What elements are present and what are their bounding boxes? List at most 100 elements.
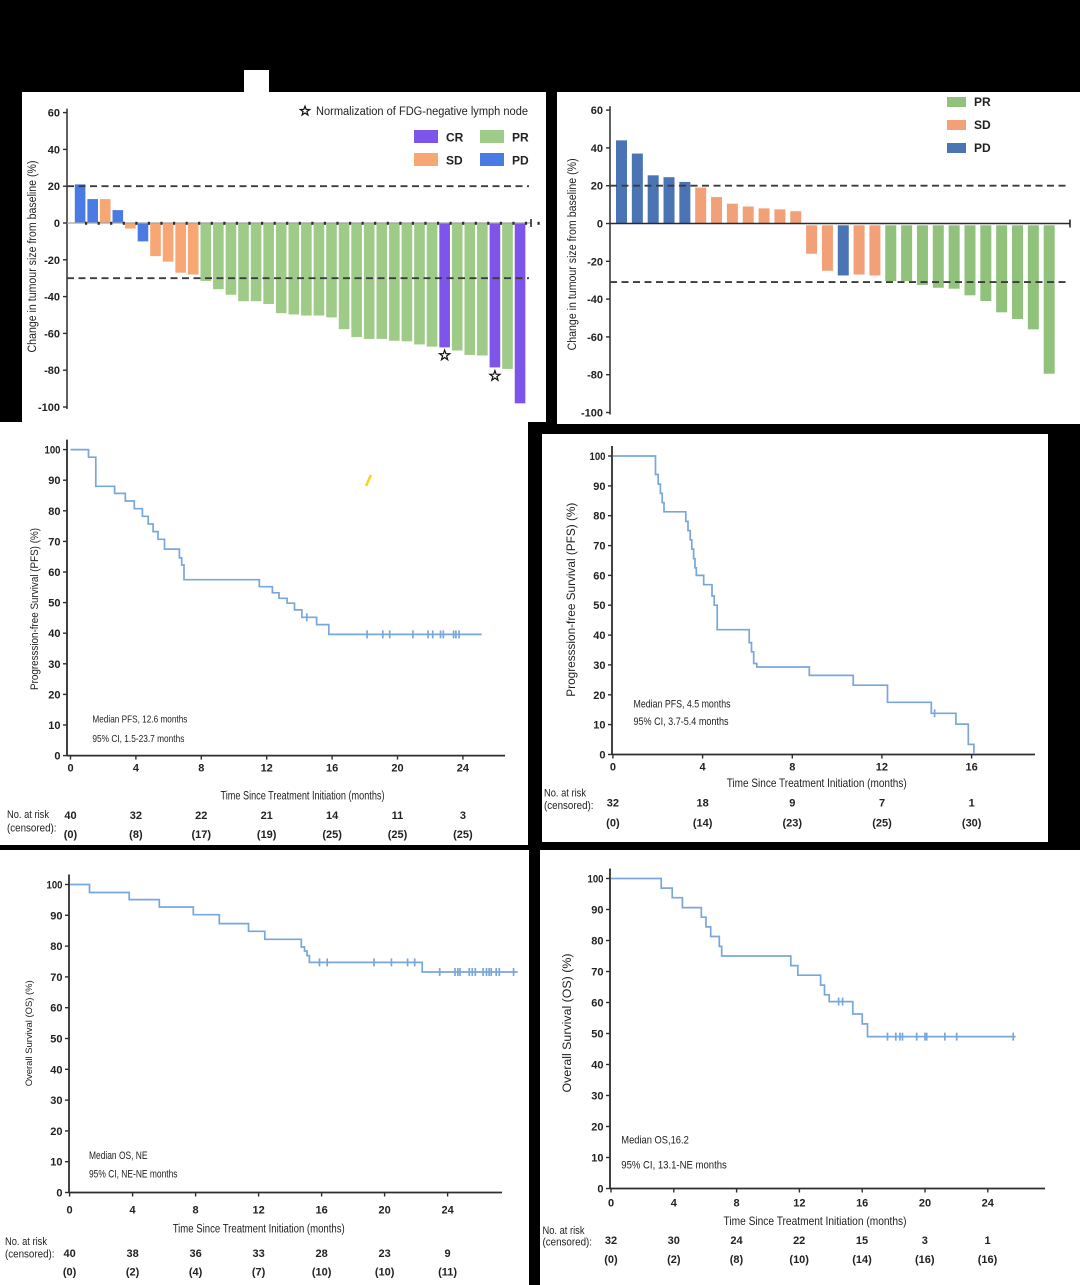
svg-text:60: 60 <box>50 1003 62 1015</box>
svg-text:24: 24 <box>441 1205 454 1217</box>
svg-text:-20: -20 <box>44 255 60 267</box>
svg-text:-60: -60 <box>44 328 60 340</box>
svg-text:4: 4 <box>133 763 140 775</box>
svg-text:21: 21 <box>261 810 273 822</box>
svg-text:(10): (10) <box>789 1254 809 1266</box>
svg-text:80: 80 <box>48 506 60 518</box>
svg-text:100: 100 <box>590 451 606 463</box>
svg-text:(0): (0) <box>63 1266 77 1278</box>
svg-text:9: 9 <box>789 798 795 810</box>
svg-text:70: 70 <box>48 536 60 548</box>
svg-text:60: 60 <box>593 570 605 582</box>
svg-text:8: 8 <box>734 1198 740 1210</box>
svg-text:32: 32 <box>130 810 142 822</box>
svg-text:Progresssion-free Survival (PF: Progresssion-free Survival (PFS) (%) <box>29 528 41 690</box>
svg-text:(0): (0) <box>606 818 620 830</box>
svg-text:No. at risk: No. at risk <box>543 1225 585 1237</box>
svg-text:20: 20 <box>50 1126 62 1138</box>
svg-text:30: 30 <box>591 1091 603 1103</box>
svg-text:30: 30 <box>50 1095 62 1107</box>
svg-text:40: 40 <box>591 1060 603 1072</box>
svg-text:(16): (16) <box>915 1254 935 1266</box>
svg-text:PR: PR <box>974 95 991 109</box>
svg-text:60: 60 <box>591 998 603 1010</box>
svg-text:16: 16 <box>326 763 338 775</box>
svg-text:70: 70 <box>593 541 605 553</box>
svg-text:(censored):: (censored): <box>543 1237 593 1249</box>
svg-text:38: 38 <box>126 1248 138 1260</box>
svg-text:95% CI, 13.1-NE months: 95% CI, 13.1-NE months <box>621 1160 727 1172</box>
svg-text:Overall Survival (OS) (%): Overall Survival (OS) (%) <box>24 980 35 1086</box>
svg-text:No. at risk: No. at risk <box>7 809 49 821</box>
svg-text:15: 15 <box>856 1235 868 1247</box>
svg-text:0: 0 <box>54 751 60 763</box>
svg-text:0: 0 <box>597 219 603 231</box>
svg-text:(19): (19) <box>257 829 277 841</box>
svg-text:30: 30 <box>593 660 605 672</box>
svg-text:20: 20 <box>591 181 603 193</box>
svg-text:Median OS,16.2: Median OS,16.2 <box>621 1135 689 1147</box>
svg-text:60: 60 <box>591 105 603 117</box>
svg-text:0: 0 <box>67 763 73 775</box>
svg-text:20: 20 <box>591 1122 603 1134</box>
svg-text:(censored):: (censored): <box>544 800 594 812</box>
svg-text:22: 22 <box>195 810 207 822</box>
svg-text:-100: -100 <box>38 402 60 414</box>
svg-text:30: 30 <box>48 659 60 671</box>
svg-text:95% CI, 3.7-5.4 months: 95% CI, 3.7-5.4 months <box>634 716 729 728</box>
svg-text:CR: CR <box>446 131 464 145</box>
svg-text:10: 10 <box>48 720 60 732</box>
svg-text:8: 8 <box>198 763 204 775</box>
svg-text:20: 20 <box>48 181 60 193</box>
svg-text:24: 24 <box>730 1235 743 1247</box>
svg-text:-100: -100 <box>581 408 603 420</box>
svg-text:20: 20 <box>378 1205 390 1217</box>
svg-text:-40: -40 <box>587 294 603 306</box>
svg-text:24: 24 <box>982 1198 995 1210</box>
svg-text:90: 90 <box>48 475 60 487</box>
svg-text:40: 40 <box>591 143 603 155</box>
svg-text:14: 14 <box>326 810 339 822</box>
svg-text:9: 9 <box>445 1248 451 1260</box>
svg-text:12: 12 <box>252 1205 264 1217</box>
svg-text:0: 0 <box>67 1205 73 1217</box>
svg-text:1: 1 <box>984 1235 990 1247</box>
svg-text:Time Since Treatment Initiatio: Time Since Treatment Initiation (months) <box>727 776 907 790</box>
svg-text:90: 90 <box>50 910 62 922</box>
svg-text:(16): (16) <box>978 1254 998 1266</box>
svg-text:-40: -40 <box>44 292 60 304</box>
svg-text:(8): (8) <box>129 829 143 841</box>
svg-text:40: 40 <box>48 144 60 156</box>
svg-text:(0): (0) <box>604 1254 618 1266</box>
svg-text:0: 0 <box>610 762 616 774</box>
svg-text:95% CI, 1.5-23.7 months: 95% CI, 1.5-23.7 months <box>92 733 184 745</box>
svg-text:PD: PD <box>974 141 991 155</box>
svg-text:0: 0 <box>599 750 605 762</box>
svg-text:Progresssion-free Survival (PF: Progresssion-free Survival (PFS) (%) <box>564 503 578 697</box>
svg-text:30: 30 <box>668 1235 680 1247</box>
svg-text:(2): (2) <box>667 1254 681 1266</box>
svg-text:20: 20 <box>919 1198 931 1210</box>
svg-text:(4): (4) <box>189 1266 203 1278</box>
svg-text:20: 20 <box>593 690 605 702</box>
svg-text:PD: PD <box>512 154 529 168</box>
svg-text:90: 90 <box>591 905 603 917</box>
svg-text:Overall Survival (OS) (%): Overall Survival (OS) (%) <box>562 953 574 1092</box>
svg-text:80: 80 <box>591 936 603 948</box>
svg-text:Change in tumour size from bas: Change in tumour size from baseline (%) <box>27 160 39 352</box>
svg-text:(0): (0) <box>64 829 78 841</box>
svg-text:50: 50 <box>593 600 605 612</box>
svg-text:8: 8 <box>789 762 795 774</box>
svg-text:50: 50 <box>48 598 60 610</box>
svg-text:70: 70 <box>50 972 62 984</box>
svg-text:(14): (14) <box>852 1254 872 1266</box>
svg-text:100: 100 <box>588 874 604 886</box>
svg-text:-80: -80 <box>44 365 60 377</box>
svg-text:Time Since Treatment Initiatio: Time Since Treatment Initiation (months) <box>724 1214 907 1228</box>
svg-text:22: 22 <box>793 1235 805 1247</box>
svg-text:80: 80 <box>593 511 605 523</box>
svg-text:60: 60 <box>48 567 60 579</box>
svg-text:24: 24 <box>457 763 470 775</box>
svg-text:8: 8 <box>193 1205 199 1217</box>
svg-text:16: 16 <box>856 1198 868 1210</box>
